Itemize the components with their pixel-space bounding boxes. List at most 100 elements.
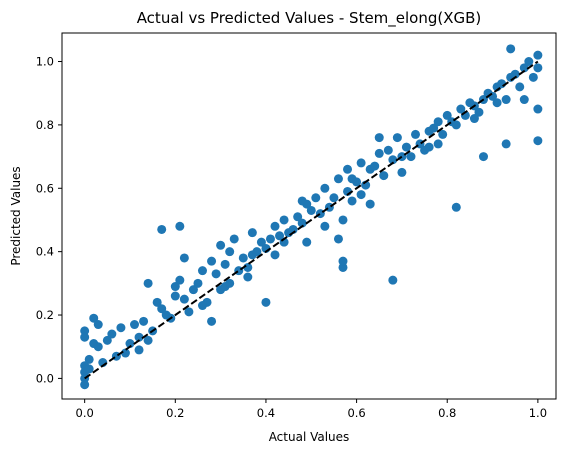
- data-point: [515, 82, 525, 92]
- data-point: [102, 335, 112, 345]
- data-point: [533, 136, 543, 146]
- reference-line: [84, 60, 539, 380]
- data-point: [397, 167, 407, 177]
- data-point: [333, 174, 343, 184]
- x-tick-label: 0.0: [76, 406, 94, 420]
- data-point: [506, 44, 516, 54]
- data-point: [320, 221, 330, 231]
- data-point: [89, 313, 99, 323]
- data-point: [225, 247, 235, 257]
- data-point: [120, 348, 130, 358]
- data-point: [411, 129, 421, 139]
- x-axis: 0.0 0.2 0.4 0.6 0.8 1.0: [76, 399, 547, 420]
- data-point: [84, 354, 94, 364]
- data-point: [170, 291, 180, 301]
- data-point: [524, 57, 534, 67]
- data-point: [170, 282, 180, 292]
- data-point: [275, 231, 285, 241]
- data-point: [184, 307, 194, 317]
- data-point: [306, 205, 316, 215]
- y-tick-label: 0.8: [36, 118, 54, 132]
- data-point: [501, 95, 511, 105]
- data-point: [302, 237, 312, 247]
- data-point: [157, 224, 167, 234]
- data-point: [311, 193, 321, 203]
- data-point: [501, 139, 511, 149]
- data-point: [188, 285, 198, 295]
- data-point: [519, 63, 529, 73]
- x-tick-label: 0.6: [347, 406, 365, 420]
- data-point: [243, 272, 253, 282]
- data-point: [207, 316, 217, 326]
- data-point: [333, 234, 343, 244]
- data-point: [320, 183, 330, 193]
- data-point: [374, 133, 384, 143]
- data-point: [252, 247, 262, 257]
- reference-line-layer: [84, 60, 539, 380]
- data-point: [93, 342, 103, 352]
- data-point: [256, 237, 266, 247]
- data-point: [152, 297, 162, 307]
- data-point: [279, 215, 289, 225]
- data-point: [157, 304, 167, 314]
- data-point: [247, 228, 257, 238]
- data-point: [374, 148, 384, 158]
- data-point: [211, 269, 221, 279]
- data-point: [533, 50, 543, 60]
- data-point: [261, 297, 271, 307]
- data-point: [293, 212, 303, 222]
- data-point: [383, 145, 393, 155]
- data-point: [492, 98, 502, 108]
- data-point: [80, 332, 90, 342]
- data-point: [519, 95, 529, 105]
- data-point: [347, 174, 357, 184]
- x-tick-label: 0.4: [257, 406, 275, 420]
- data-point: [347, 196, 357, 206]
- data-point: [134, 332, 144, 342]
- y-axis-label: Predicted Values: [9, 166, 23, 265]
- data-point: [107, 329, 117, 339]
- data-point: [270, 250, 280, 260]
- data-point: [456, 104, 466, 114]
- data-point: [429, 123, 439, 133]
- data-point: [80, 380, 90, 390]
- data-point: [139, 316, 149, 326]
- data-point: [116, 323, 126, 333]
- data-point: [343, 164, 353, 174]
- data-point: [338, 215, 348, 225]
- data-point: [238, 253, 248, 263]
- data-point: [510, 69, 520, 79]
- data-point: [84, 364, 94, 374]
- data-point: [270, 221, 280, 231]
- data-point: [442, 110, 452, 120]
- data-point: [338, 256, 348, 266]
- data-point: [379, 171, 389, 181]
- data-point: [533, 104, 543, 114]
- x-tick-label: 1.0: [529, 406, 547, 420]
- x-axis-label: Actual Values: [269, 430, 350, 444]
- y-tick-label: 0.6: [36, 181, 54, 195]
- data-point: [424, 142, 434, 152]
- chart-title: Actual vs Predicted Values - Stem_elong(…: [137, 9, 482, 28]
- data-point: [433, 139, 443, 149]
- data-point: [451, 202, 461, 212]
- data-point: [134, 345, 144, 355]
- data-point: [93, 320, 103, 330]
- data-point: [229, 234, 239, 244]
- data-point: [433, 117, 443, 127]
- data-point: [175, 221, 185, 231]
- data-point: [220, 259, 230, 269]
- data-point: [329, 193, 339, 203]
- data-point: [356, 158, 366, 168]
- data-point: [125, 339, 135, 349]
- data-point: [207, 256, 217, 266]
- data-point: [370, 161, 380, 171]
- y-tick-label: 0.4: [36, 245, 54, 259]
- data-point: [478, 152, 488, 162]
- data-point: [220, 282, 230, 292]
- x-tick-label: 0.8: [438, 406, 456, 420]
- data-point: [80, 326, 90, 336]
- data-point: [216, 240, 226, 250]
- data-point: [179, 253, 189, 263]
